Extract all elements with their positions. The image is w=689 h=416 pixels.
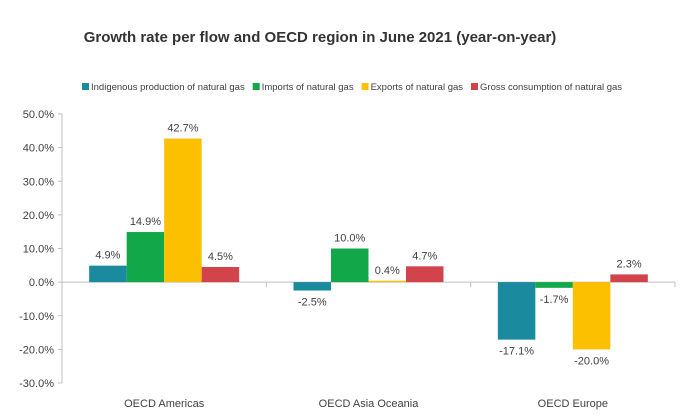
legend-label: Indigenous production of natural gas: [91, 82, 245, 93]
chart-title: Growth rate per flow and OECD region in …: [84, 29, 557, 46]
data-label: -20.0%: [574, 355, 609, 367]
bar: [126, 232, 165, 283]
y-tick-label: -20.0%: [19, 344, 54, 356]
bar: [572, 282, 611, 350]
data-label: 0.4%: [375, 265, 400, 277]
legend-swatch: [252, 83, 260, 90]
y-tick-label: -30.0%: [19, 378, 54, 390]
data-label: 14.9%: [130, 216, 161, 228]
bar: [164, 138, 202, 283]
data-label: 42.7%: [167, 123, 198, 135]
bar: [610, 274, 648, 283]
legend: Indigenous production of natural gas Impo…: [82, 82, 622, 93]
bar: [535, 282, 573, 288]
y-tick-label: 0.0%: [29, 277, 54, 289]
data-label: 10.0%: [334, 233, 365, 245]
y-tick-label: 30.0%: [23, 176, 54, 188]
y-axis: 50.0% 40.0% 30.0% 20.0% 10.0% 0.0% -10.0% -20.0…: [19, 109, 676, 390]
legend-label: Imports of natural gas: [262, 82, 354, 93]
data-label: -2.5%: [298, 297, 327, 309]
y-tick-label: 40.0%: [23, 143, 54, 155]
bar: [497, 282, 536, 340]
bar: [89, 265, 127, 283]
x-category-label: OECD Europe: [538, 398, 608, 410]
x-category-label: OECD Americas: [124, 398, 205, 410]
bar: [331, 248, 369, 283]
y-tick-label: 50.0%: [23, 109, 54, 121]
bar: [406, 266, 444, 283]
data-label: 2.3%: [617, 258, 642, 270]
data-label: -1.7%: [540, 294, 569, 306]
y-tick-label: 20.0%: [23, 210, 54, 222]
legend-swatch: [82, 83, 89, 90]
legend-swatch: [471, 83, 479, 90]
bars: [89, 138, 648, 350]
legend-label: Exports of natural gas: [371, 82, 464, 93]
data-label: 4.9%: [95, 250, 120, 262]
x-category-label: OECD Asia Oceania: [319, 398, 420, 410]
y-tick-label: 10.0%: [23, 244, 54, 256]
legend-label: Gross consumption of natural gas: [480, 82, 622, 93]
x-axis-categories: OECD Americas OECD Asia Oceania OECD Europ…: [124, 398, 608, 410]
data-labels: 4.9% 14.9% 42.7% 4.5% -2.5% 10.0% 0.4% 4.7% -17.…: [95, 123, 641, 368]
data-label: 4.5%: [208, 251, 233, 263]
data-label: 4.7%: [412, 250, 437, 262]
y-tick-label: -10.0%: [19, 311, 54, 323]
legend-swatch: [361, 83, 369, 90]
data-label: -17.1%: [499, 346, 534, 358]
bar: [201, 266, 240, 283]
bar: [368, 280, 406, 283]
bar: [293, 282, 331, 291]
